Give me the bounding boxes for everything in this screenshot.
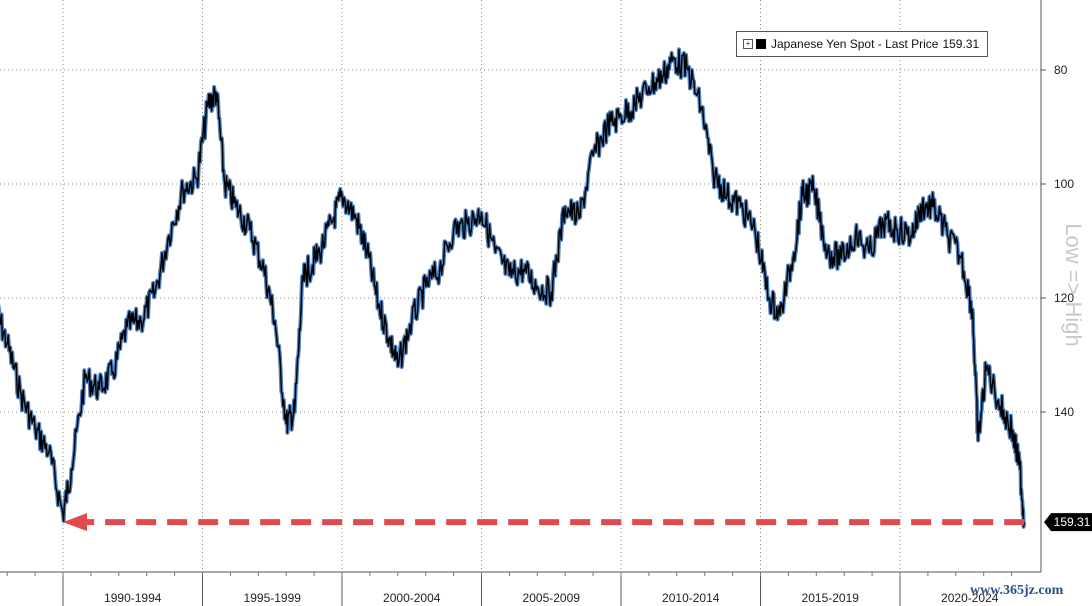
legend-swatch [756,39,766,49]
series-line [0,48,1025,528]
x-period-label: 1995-1999 [244,591,302,605]
y-tick-label: 100 [1054,177,1074,191]
last-price-label: 159.31 [1054,515,1091,529]
y-tick-label: 140 [1054,405,1074,419]
x-period-label: 2015-2019 [802,591,860,605]
y-tick-label: 120 [1054,291,1074,305]
watermark: www.365jz.com [970,583,1064,598]
x-period-label: 2010-2014 [662,591,720,605]
x-period-label: 2020-2024 [941,591,999,605]
axis-direction-note: Low => High [1061,223,1086,347]
expand-icon[interactable]: + [743,39,753,49]
x-period-label: 2000-2004 [383,591,441,605]
legend-series-name: Japanese Yen Spot - Last Price [771,37,939,51]
arrow-head-icon [63,513,87,532]
legend-value: 159.31 [942,37,980,51]
last-price-tag [1044,513,1092,532]
x-period-label: 2005-2009 [523,591,581,605]
chart-legend: + Japanese Yen Spot - Last Price 159.31 [736,31,989,57]
x-period-label: 1990-1994 [104,591,162,605]
y-tick-label: 80 [1054,63,1068,77]
